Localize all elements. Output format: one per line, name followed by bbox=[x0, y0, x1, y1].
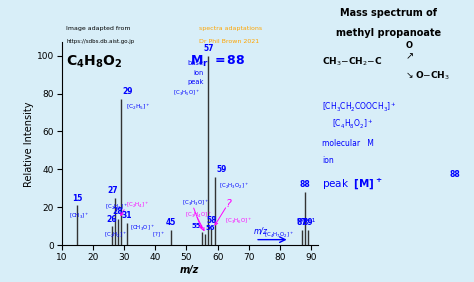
Text: O: O bbox=[405, 41, 412, 50]
Text: Image adapted from: Image adapted from bbox=[66, 26, 131, 31]
Text: Dr Phil Brown 2021: Dr Phil Brown 2021 bbox=[199, 39, 259, 45]
Text: [C$_2$H$_2$]$^+$: [C$_2$H$_2$]$^+$ bbox=[104, 230, 127, 240]
Text: 58: 58 bbox=[206, 216, 217, 225]
Text: molecular   M: molecular M bbox=[322, 139, 374, 148]
Text: [C$_3$H$_5$O]$^+$: [C$_3$H$_5$O]$^+$ bbox=[173, 89, 201, 98]
Text: [C$_4$H$_7$O$_2$]$^+$: [C$_4$H$_7$O$_2$]$^+$ bbox=[264, 230, 294, 240]
Text: [CH$_3$CH$_2$COOCH$_3$]$^+$: [CH$_3$CH$_2$COOCH$_3$]$^+$ bbox=[322, 101, 397, 114]
Text: 31: 31 bbox=[122, 211, 132, 220]
Text: 57: 57 bbox=[203, 44, 214, 53]
Text: [CH$_3$O]$^+$: [CH$_3$O]$^+$ bbox=[130, 223, 155, 233]
Text: CH$_3$$-$CH$_2$$-$C: CH$_3$$-$CH$_2$$-$C bbox=[322, 56, 383, 68]
Text: ?: ? bbox=[226, 199, 232, 209]
Text: peak: peak bbox=[187, 79, 204, 85]
Text: M-1: M-1 bbox=[296, 218, 308, 222]
Text: M+1: M+1 bbox=[301, 218, 316, 222]
Text: ion: ion bbox=[322, 156, 334, 165]
Text: [C$_3$H$_6$O]$^+$: [C$_3$H$_6$O]$^+$ bbox=[226, 216, 253, 226]
Text: [C$_3$H$_3$O]$^+$: [C$_3$H$_3$O]$^+$ bbox=[182, 199, 210, 208]
Text: [?]$^+$: [?]$^+$ bbox=[152, 231, 164, 241]
Text: 27: 27 bbox=[108, 186, 118, 195]
Text: 15: 15 bbox=[72, 194, 82, 203]
X-axis label: m/z: m/z bbox=[180, 265, 199, 275]
Text: 87: 87 bbox=[297, 218, 307, 227]
Text: 29: 29 bbox=[122, 87, 133, 96]
Text: 88: 88 bbox=[450, 170, 460, 179]
Text: $\mathbf{M_r}$ $\mathbf{= 88}$: $\mathbf{M_r}$ $\mathbf{= 88}$ bbox=[190, 54, 245, 69]
Text: [C$_4$H$_8$O$_2$]$^+$: [C$_4$H$_8$O$_2$]$^+$ bbox=[332, 118, 373, 131]
Text: [CH$_3$]$^+$: [CH$_3$]$^+$ bbox=[69, 211, 90, 221]
Text: $\searrow$O$-$CH$_3$: $\searrow$O$-$CH$_3$ bbox=[404, 70, 450, 82]
Text: $\mathbf{C_4H_8O_2}$: $\mathbf{C_4H_8O_2}$ bbox=[66, 54, 123, 70]
Text: base: base bbox=[188, 60, 204, 66]
Text: https://sdbs.db.aist.go.jp: https://sdbs.db.aist.go.jp bbox=[66, 39, 135, 45]
Y-axis label: Relative Intensity: Relative Intensity bbox=[24, 101, 34, 187]
Text: m/z: m/z bbox=[254, 227, 268, 236]
Text: peak  $\mathbf{[M]^+}$: peak $\mathbf{[M]^+}$ bbox=[322, 176, 383, 191]
Text: [C$_2$H$_5$]$^+$: [C$_2$H$_5$]$^+$ bbox=[126, 102, 150, 112]
Text: $\nearrow$: $\nearrow$ bbox=[404, 51, 415, 61]
Text: [C$_2$H$_3$O$_2$]$^+$: [C$_2$H$_3$O$_2$]$^+$ bbox=[219, 182, 249, 191]
Text: 45: 45 bbox=[166, 218, 176, 227]
Text: [C$_2$H$_4$]$^+$: [C$_2$H$_4$]$^+$ bbox=[126, 201, 149, 210]
Text: 28: 28 bbox=[112, 207, 123, 216]
Text: [C$_3$H$_4$O]$^+$: [C$_3$H$_4$O]$^+$ bbox=[185, 210, 212, 220]
Text: Mass spectrum of: Mass spectrum of bbox=[340, 8, 437, 18]
Text: 88: 88 bbox=[300, 180, 310, 189]
Text: 56: 56 bbox=[206, 225, 215, 231]
Text: 55: 55 bbox=[192, 223, 201, 229]
Text: methyl propanoate: methyl propanoate bbox=[336, 28, 441, 38]
Text: ion: ion bbox=[193, 70, 204, 76]
Text: 26: 26 bbox=[106, 215, 117, 224]
Text: spectra adaptations: spectra adaptations bbox=[199, 26, 262, 31]
Text: [C$_2$H$_3$]$^+$: [C$_2$H$_3$]$^+$ bbox=[105, 202, 128, 212]
Text: 59: 59 bbox=[216, 165, 227, 174]
Text: 89: 89 bbox=[303, 218, 313, 227]
